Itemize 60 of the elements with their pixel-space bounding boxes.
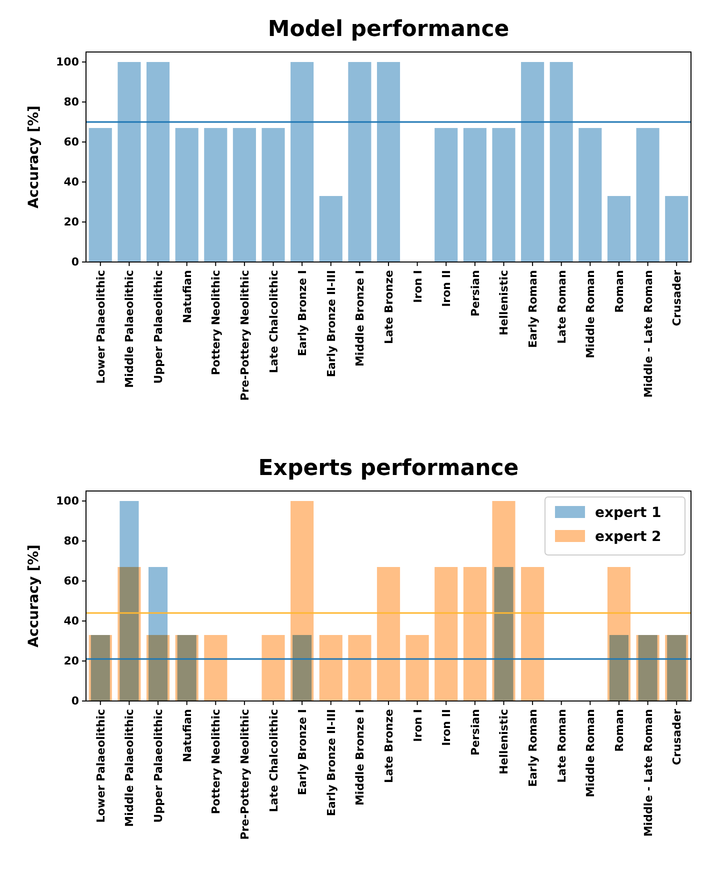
x-tick-label: Late Bronze	[382, 709, 396, 784]
y-tick-label: 20	[64, 216, 80, 229]
x-tick-label: Late Bronze	[382, 270, 396, 344]
y-tick-label: 60	[64, 574, 80, 588]
x-tick-label: Upper Palaeolithic	[152, 270, 166, 384]
x-tick-label: Late Roman	[555, 270, 568, 344]
x-tick-label: Early Bronze II-III	[324, 270, 338, 378]
x-tick-label: Crusader	[670, 708, 684, 766]
x-tick-label: Early Roman	[526, 709, 540, 787]
x-tick-label: Late Chalcolithic	[267, 270, 280, 374]
x-tick-label: Roman	[612, 709, 626, 752]
x-tick-label: Persian	[468, 270, 482, 317]
x-tick-label: Iron II	[440, 709, 454, 746]
y-tick-label: 40	[64, 614, 80, 628]
y-axis-title: Accuracy [%]	[26, 544, 42, 648]
y-tick-label: 40	[64, 176, 80, 189]
y-tick-label: 20	[64, 654, 80, 668]
y-tick-label: 60	[64, 136, 80, 149]
x-tick-label: Pottery Neolithic	[210, 709, 223, 814]
x-tick-label: Pre-Pottery Neolithic	[238, 270, 252, 401]
x-tick-label: Early Bronze I	[296, 709, 310, 796]
x-tick-label: Hellenistic	[498, 270, 511, 336]
y-axis-title: Accuracy [%]	[26, 106, 42, 208]
x-tick-label: Middle Palaeolithic	[123, 709, 136, 827]
x-tick-label: Crusader	[670, 269, 684, 326]
x-tick-label: Early Roman	[526, 270, 540, 348]
y-tick-label: 100	[56, 56, 80, 69]
x-tick-label: Middle Palaeolithic	[123, 270, 136, 388]
x-tick-label: Natufian	[180, 709, 194, 762]
x-tick-label: Natufian	[180, 270, 194, 324]
chart-title: Experts performance	[258, 456, 519, 481]
x-tick-label: Middle Bronze I	[354, 709, 367, 806]
legend-label: expert 2	[595, 529, 662, 545]
legend-label: expert 1	[595, 505, 662, 521]
x-tick-label: Lower Palaeolithic	[94, 270, 108, 384]
x-tick-label: Early Bronze I	[296, 270, 310, 356]
chart-title: Model performance	[268, 17, 510, 42]
x-tick-label: Middle Roman	[584, 270, 598, 358]
x-tick-label: Iron I	[411, 709, 424, 742]
x-tick-label: Hellenistic	[498, 709, 511, 774]
x-tick-label: Roman	[612, 270, 626, 313]
x-tick-label: Late Roman	[555, 709, 568, 783]
y-tick-label: 80	[64, 96, 80, 109]
x-tick-label: Iron II	[440, 270, 454, 307]
x-tick-label: Persian	[468, 709, 482, 756]
y-tick-label: 0	[71, 256, 80, 269]
x-tick-label: Upper Palaeolithic	[152, 709, 166, 823]
x-tick-label: Lower Palaeolithic	[94, 709, 108, 823]
x-tick-label: Pottery Neolithic	[210, 270, 223, 376]
y-tick-label: 80	[64, 534, 80, 548]
x-tick-label: Early Bronze II-III	[324, 709, 338, 816]
x-tick-label: Pre-Pottery Neolithic	[238, 709, 252, 840]
y-tick-label: 100	[56, 494, 80, 508]
x-tick-label: Iron I	[411, 270, 424, 303]
x-tick-label: Late Chalcolithic	[267, 709, 280, 812]
x-tick-label: Middle - Late Roman	[642, 270, 655, 398]
x-tick-label: Middle Bronze I	[354, 270, 367, 367]
x-tick-label: Middle Roman	[584, 709, 598, 798]
x-tick-label: Middle - Late Roman	[642, 709, 655, 837]
y-tick-label: 0	[71, 694, 80, 708]
